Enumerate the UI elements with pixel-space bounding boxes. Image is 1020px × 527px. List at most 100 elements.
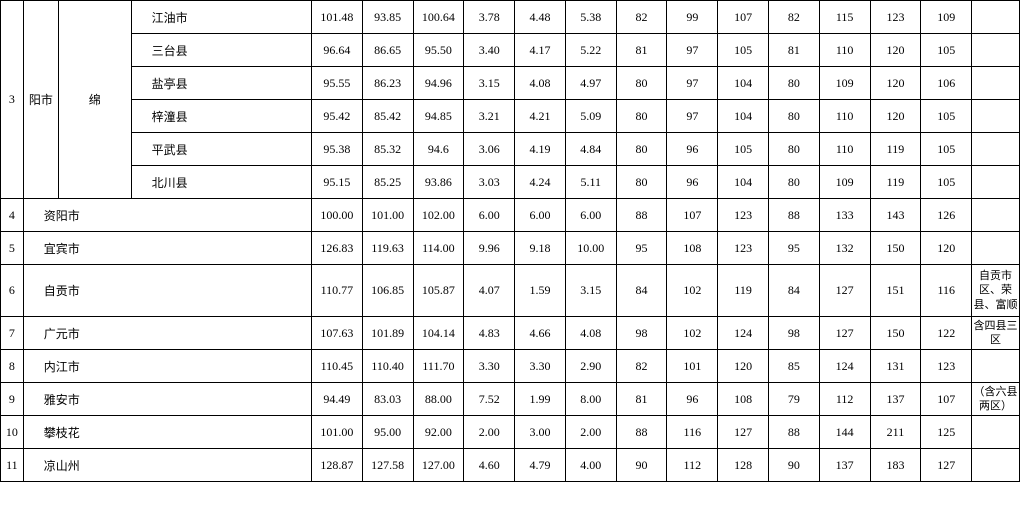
val-cell: 150 bbox=[870, 317, 921, 350]
val-cell: 97 bbox=[667, 34, 718, 67]
val-cell: 105 bbox=[921, 133, 972, 166]
val-cell: 126.83 bbox=[311, 232, 362, 265]
val-cell: 132 bbox=[819, 232, 870, 265]
val-cell: 126 bbox=[921, 199, 972, 232]
val-cell: 119 bbox=[718, 265, 769, 317]
val-cell: 119 bbox=[870, 166, 921, 199]
val-cell: 124 bbox=[718, 317, 769, 350]
data-table: 3 阳市 绵 江油市 101.48 93.85 100.64 3.78 4.48… bbox=[0, 0, 1020, 482]
val-cell: 106.85 bbox=[362, 265, 413, 317]
val-cell: 80 bbox=[768, 133, 819, 166]
val-cell: 107 bbox=[718, 1, 769, 34]
note-cell bbox=[972, 199, 1020, 232]
val-cell: 120 bbox=[870, 67, 921, 100]
county-cell: 三台县 bbox=[131, 34, 311, 67]
val-cell: 119 bbox=[870, 133, 921, 166]
city-cell: 凉山州 bbox=[23, 449, 311, 482]
val-cell: 105 bbox=[718, 133, 769, 166]
val-cell: 4.66 bbox=[515, 317, 566, 350]
val-cell: 3.30 bbox=[464, 350, 515, 383]
table-row: 4 资阳市 100.00 101.00 102.00 6.00 6.00 6.0… bbox=[1, 199, 1020, 232]
val-cell: 85.42 bbox=[362, 100, 413, 133]
city-cell: 内江市 bbox=[23, 350, 311, 383]
val-cell: 104 bbox=[718, 67, 769, 100]
val-cell: 96 bbox=[667, 166, 718, 199]
note-cell: 含四县三区 bbox=[972, 317, 1020, 350]
val-cell: 1.99 bbox=[515, 383, 566, 416]
val-cell: 97 bbox=[667, 67, 718, 100]
row-index: 7 bbox=[1, 317, 24, 350]
val-cell: 101.00 bbox=[362, 199, 413, 232]
val-cell: 127 bbox=[819, 265, 870, 317]
val-cell: 4.97 bbox=[565, 67, 616, 100]
val-cell: 2.00 bbox=[565, 416, 616, 449]
val-cell: 116 bbox=[921, 265, 972, 317]
note-cell: 自贡市区、荣县、富顺 bbox=[972, 265, 1020, 317]
table-row: 北川县 95.15 85.25 93.86 3.03 4.24 5.11 80 … bbox=[1, 166, 1020, 199]
county-cell: 盐亭县 bbox=[131, 67, 311, 100]
val-cell: 105 bbox=[921, 100, 972, 133]
val-cell: 137 bbox=[870, 383, 921, 416]
note-cell bbox=[972, 416, 1020, 449]
table-row: 3 阳市 绵 江油市 101.48 93.85 100.64 3.78 4.48… bbox=[1, 1, 1020, 34]
val-cell: 4.60 bbox=[464, 449, 515, 482]
val-cell: 101.00 bbox=[311, 416, 362, 449]
val-cell: 83.03 bbox=[362, 383, 413, 416]
val-cell: 4.08 bbox=[515, 67, 566, 100]
val-cell: 120 bbox=[921, 232, 972, 265]
val-cell: 93.85 bbox=[362, 1, 413, 34]
val-cell: 110 bbox=[819, 133, 870, 166]
val-cell: 133 bbox=[819, 199, 870, 232]
table-row: 7 广元市 107.63 101.89 104.14 4.83 4.66 4.0… bbox=[1, 317, 1020, 350]
val-cell: 123 bbox=[718, 199, 769, 232]
table-row: 平武县 95.38 85.32 94.6 3.06 4.19 4.84 80 9… bbox=[1, 133, 1020, 166]
city-cell: 雅安市 bbox=[23, 383, 311, 416]
county-cell: 梓潼县 bbox=[131, 100, 311, 133]
val-cell: 80 bbox=[768, 166, 819, 199]
val-cell: 124 bbox=[819, 350, 870, 383]
val-cell: 110.45 bbox=[311, 350, 362, 383]
val-cell: 96 bbox=[667, 133, 718, 166]
city-cell: 广元市 bbox=[23, 317, 311, 350]
val-cell: 95.00 bbox=[362, 416, 413, 449]
val-cell: 6.00 bbox=[565, 199, 616, 232]
val-cell: 116 bbox=[667, 416, 718, 449]
note-cell bbox=[972, 34, 1020, 67]
table-row: 5 宜宾市 126.83 119.63 114.00 9.96 9.18 10.… bbox=[1, 232, 1020, 265]
val-cell: 102.00 bbox=[413, 199, 464, 232]
val-cell: 88 bbox=[768, 416, 819, 449]
table-row: 盐亭县 95.55 86.23 94.96 3.15 4.08 4.97 80 … bbox=[1, 67, 1020, 100]
val-cell: 88 bbox=[768, 199, 819, 232]
val-cell: 112 bbox=[667, 449, 718, 482]
note-cell bbox=[972, 1, 1020, 34]
row-index: 5 bbox=[1, 232, 24, 265]
val-cell: 4.07 bbox=[464, 265, 515, 317]
val-cell: 127.58 bbox=[362, 449, 413, 482]
val-cell: 107.63 bbox=[311, 317, 362, 350]
val-cell: 110 bbox=[819, 34, 870, 67]
row-index: 11 bbox=[1, 449, 24, 482]
val-cell: 5.38 bbox=[565, 1, 616, 34]
val-cell: 81 bbox=[768, 34, 819, 67]
val-cell: 3.00 bbox=[515, 416, 566, 449]
val-cell: 96 bbox=[667, 383, 718, 416]
val-cell: 104 bbox=[718, 100, 769, 133]
val-cell: 4.79 bbox=[515, 449, 566, 482]
row-index: 6 bbox=[1, 265, 24, 317]
val-cell: 112 bbox=[819, 383, 870, 416]
val-cell: 101.89 bbox=[362, 317, 413, 350]
val-cell: 85.25 bbox=[362, 166, 413, 199]
val-cell: 5.22 bbox=[565, 34, 616, 67]
note-cell bbox=[972, 232, 1020, 265]
val-cell: 128 bbox=[718, 449, 769, 482]
val-cell: 9.18 bbox=[515, 232, 566, 265]
val-cell: 3.06 bbox=[464, 133, 515, 166]
val-cell: 88.00 bbox=[413, 383, 464, 416]
val-cell: 81 bbox=[616, 383, 667, 416]
val-cell: 93.86 bbox=[413, 166, 464, 199]
val-cell: 98 bbox=[616, 317, 667, 350]
val-cell: 123 bbox=[718, 232, 769, 265]
county-cell: 平武县 bbox=[131, 133, 311, 166]
val-cell: 2.90 bbox=[565, 350, 616, 383]
val-cell: 150 bbox=[870, 232, 921, 265]
